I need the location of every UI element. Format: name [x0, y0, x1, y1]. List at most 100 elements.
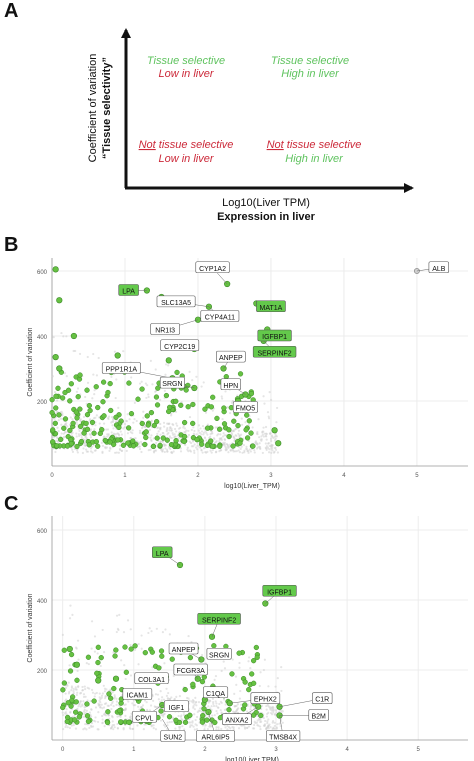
panel-c-bg-point — [188, 721, 191, 724]
panel-b-point — [95, 443, 101, 449]
panel-b-point — [160, 435, 166, 441]
panel-b-bg-point — [94, 424, 97, 427]
panel-b-bg-point — [141, 426, 144, 430]
panel-c-bg-point — [129, 715, 132, 718]
panel-c-bg-point — [149, 704, 153, 707]
panel-b-bg-point — [126, 413, 129, 416]
panel-c-bg-point — [81, 685, 84, 689]
panel-b-point — [68, 441, 74, 447]
panel-b-bg-point — [237, 449, 240, 452]
panel-c-bg-point — [215, 728, 218, 731]
panel-c-bg-point — [123, 663, 126, 667]
panel-c-bg-point — [196, 710, 199, 714]
panel-b-gene-label: SLC13A5 — [161, 300, 191, 307]
panel-c-label-box — [206, 647, 232, 660]
panel-c-point — [166, 714, 173, 720]
panel-c-bg-point — [247, 660, 250, 663]
panel-b-gene-label: ALB — [432, 266, 446, 273]
panel-b-point — [143, 434, 149, 441]
panel-b-bg-point — [256, 432, 259, 436]
panel-b-point — [181, 438, 187, 445]
panel-b-bg-point — [105, 435, 109, 438]
panel-b-bg-point — [152, 437, 155, 440]
panel-c-point — [236, 650, 242, 656]
panel-c-bg-point — [211, 714, 214, 717]
panel-b-point — [59, 395, 66, 401]
panel-b-bg-point — [103, 435, 106, 438]
panel-c-point — [204, 717, 210, 723]
panel-c-bg-point — [110, 707, 113, 711]
panel-b-highlight-point — [165, 357, 172, 364]
panel-b-point — [86, 442, 92, 448]
panel-c-bg-point — [99, 697, 102, 701]
panel-b-bg-point — [95, 374, 99, 377]
panel-b-bg-point — [131, 429, 134, 432]
panel-b-bg-point — [85, 448, 88, 451]
panel-c-bg-point — [107, 704, 110, 707]
panel-c-bg-point — [262, 716, 265, 720]
panel-b-bg-point — [267, 451, 271, 454]
panel-c-bg-point — [215, 702, 218, 705]
panel-c-point — [132, 643, 138, 649]
panel-c-bg-point — [281, 710, 284, 713]
panel-b-xtick-label: 0 — [50, 473, 54, 479]
panel-b-bg-point — [101, 444, 105, 447]
panel-b-point — [93, 438, 99, 445]
panel-c-bg-point — [266, 722, 269, 725]
panel-b-point — [166, 408, 172, 415]
panel-b-bg-point — [75, 390, 79, 393]
panel-c-point — [113, 647, 119, 653]
panel-c-gene-label: ICAM1 — [127, 693, 149, 700]
quadrant-bl-line2: Low in liver — [158, 153, 214, 165]
panel-b-bg-point — [62, 335, 65, 338]
panel-c-bg-point — [273, 721, 276, 724]
panel-b-bg-point — [134, 437, 137, 440]
panel-b-bg-point — [205, 431, 208, 434]
panel-c-xtick-label: 5 — [417, 747, 421, 753]
panel-c-bg-point — [156, 693, 160, 696]
panel-b-bg-point — [245, 445, 248, 448]
panel-c-bg-point — [129, 724, 132, 727]
panel-c-bg-point — [74, 727, 78, 730]
panel-c-gene-label: ARL6IP5 — [202, 735, 230, 742]
panel-b-point — [214, 415, 220, 422]
panel-b-bg-point — [89, 447, 93, 450]
panel-c-bg-point — [70, 686, 74, 689]
panel-c-point — [118, 719, 124, 725]
panel-b-bg-point — [235, 434, 238, 437]
panel-b-bg-point — [146, 384, 149, 387]
panel-c-bg-point — [247, 656, 251, 659]
panel-b-point — [174, 369, 180, 376]
panel-c-bg-point — [92, 719, 96, 722]
panel-b-bg-point — [59, 417, 62, 420]
panel-b-bg-point — [92, 373, 95, 376]
panel-b-bg-point — [274, 437, 277, 440]
panel-b-point — [237, 371, 244, 377]
panel-b-ytick-label: 600 — [37, 270, 48, 276]
panel-c-bg-point — [91, 691, 95, 694]
panel-b-bg-point — [138, 382, 142, 385]
panel-c-bg-point — [193, 713, 196, 716]
panel-b-point — [148, 409, 155, 416]
panel-b-point — [181, 433, 188, 440]
panel-c-bg-point — [223, 667, 227, 670]
panel-b-point — [135, 396, 141, 402]
panel-b-bg-point — [173, 433, 176, 436]
panel-c-point — [105, 709, 111, 715]
panel-b-bg-point — [71, 448, 74, 451]
panel-c-bg-point — [103, 725, 106, 728]
panel-b-bg-point — [249, 450, 252, 453]
panel-c-bg-point — [140, 634, 143, 637]
panel-b-point — [113, 414, 119, 420]
panel-b-point — [185, 404, 191, 410]
panel-c-bg-point — [101, 707, 104, 710]
panel-c-bg-point — [99, 706, 102, 709]
panel-b-bg-point — [119, 430, 122, 433]
panel-b-bg-point — [138, 429, 142, 432]
panel-b-bg-point — [221, 417, 224, 421]
panel-b-bg-point — [229, 411, 232, 415]
panel-c-bg-point — [235, 683, 238, 686]
panel-c-xtick-label: 1 — [132, 747, 136, 753]
panel-b-point — [77, 372, 83, 378]
panel-c-bg-point — [104, 695, 107, 698]
